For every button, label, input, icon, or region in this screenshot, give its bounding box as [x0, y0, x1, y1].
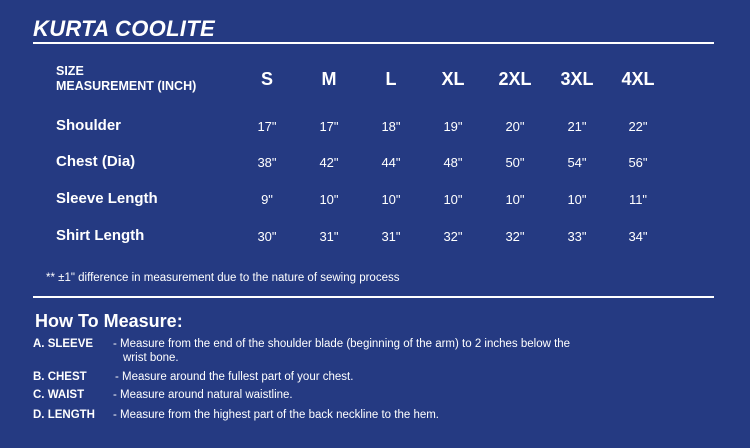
table-cell: 42" [319, 155, 339, 170]
table-cell: 54" [567, 155, 587, 170]
page-title: KURTA COOLITE [33, 16, 215, 41]
measure-label-waist: C. WAIST [33, 389, 85, 401]
measure-text-sleeve: - Measure from the end of the shoulder b… [113, 338, 571, 350]
measure-text-waist: - Measure around natural waistline. [113, 389, 293, 401]
table-cell: 48" [443, 155, 463, 170]
table-cell: 18" [381, 119, 401, 134]
measure-text-length: - Measure from the highest part of the b… [113, 409, 440, 421]
table-cell: 38" [257, 155, 277, 170]
table-cell: 30" [257, 229, 277, 244]
measure-label-chest: B. CHEST [33, 371, 87, 383]
table-cell: 22" [628, 119, 648, 134]
table-cell: 32" [505, 229, 525, 244]
measure-label-length: D. LENGTH [33, 409, 95, 421]
table-cell: 10" [319, 192, 339, 207]
size-header-4xl: 4XL [621, 69, 655, 89]
measure-text-chest: - Measure around the fullest part of you… [115, 371, 354, 383]
how-to-heading: How To Measure: [35, 311, 183, 331]
tolerance-note: ** ±1" difference in measurement due to … [46, 272, 400, 284]
size-header-3xl: 3XL [560, 69, 594, 89]
table-cell: 50" [505, 155, 525, 170]
row-label: Shirt Length [56, 227, 145, 244]
table-header-label: SIZE MEASUREMENT (INCH) [56, 64, 196, 94]
table-cell: 10" [567, 192, 587, 207]
row-label: Shoulder [56, 117, 122, 134]
table-cell: 10" [505, 192, 525, 207]
table-cell: 33" [567, 229, 587, 244]
table-cell: 11" [628, 192, 648, 207]
table-cell: 20" [505, 119, 525, 134]
header-size: SIZE [56, 64, 84, 78]
table-cell: 19" [443, 119, 463, 134]
size-header-l: L [385, 69, 397, 89]
table-cell: 32" [443, 229, 463, 244]
size-header-s: S [260, 69, 273, 89]
table-cell: 31" [319, 229, 339, 244]
size-header-xl: XL [441, 69, 465, 89]
table-cell: 10" [381, 192, 401, 207]
header-measurement: MEASUREMENT (INCH) [56, 79, 197, 93]
measure-text-sleeve-cont: wrist bone. [123, 352, 179, 364]
table-cell: 34" [628, 229, 648, 244]
row-label: Sleeve Length [56, 190, 158, 207]
size-header-2xl: 2XL [498, 69, 532, 89]
table-cell: 21" [567, 119, 587, 134]
table-cell: 10" [443, 192, 463, 207]
table-cell: 44" [381, 155, 401, 170]
section-divider [33, 296, 714, 298]
table-cell: 56" [628, 155, 648, 170]
row-label: Chest (Dia) [56, 153, 136, 170]
table-cell: 17" [319, 119, 339, 134]
title-divider [33, 42, 714, 44]
measure-label-sleeve: A. SLEEVE [33, 338, 94, 350]
size-header-m: M [321, 69, 337, 89]
table-cell: 17" [257, 119, 277, 134]
table-cell: 31" [381, 229, 401, 244]
table-cell: 9" [261, 192, 273, 207]
